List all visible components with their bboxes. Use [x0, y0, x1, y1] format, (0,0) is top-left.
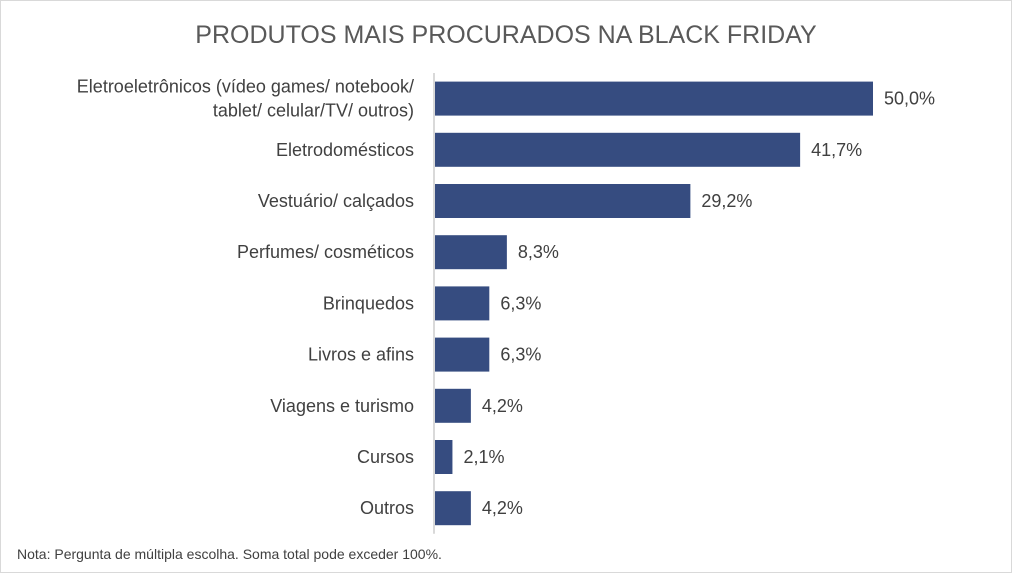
- data-label: 6,3%: [500, 293, 541, 313]
- bar: [434, 132, 801, 167]
- category-label: Eletrodomésticos: [276, 140, 414, 160]
- category-label: Viagens e turismo: [270, 396, 414, 416]
- category-label: Eletroeletrônicos (vídeo games/ notebook…: [77, 77, 414, 97]
- category-label: Outros: [360, 498, 414, 518]
- data-label: 50,0%: [884, 89, 935, 109]
- bar: [434, 491, 471, 526]
- chart-note: Nota: Pergunta de múltipla escolha. Soma…: [17, 546, 442, 562]
- bar: [434, 286, 490, 321]
- data-label: 41,7%: [811, 140, 862, 160]
- bar: [434, 388, 471, 423]
- category-label: Cursos: [357, 447, 414, 467]
- data-label: 6,3%: [500, 345, 541, 365]
- category-label: tablet/ celular/TV/ outros): [213, 101, 414, 121]
- bar: [434, 440, 453, 474]
- data-label: 4,2%: [482, 396, 523, 416]
- category-label: Brinquedos: [323, 293, 414, 313]
- chart-title: PRODUTOS MAIS PROCURADOS NA BLACK FRIDAY: [195, 21, 817, 49]
- category-label: Vestuário/ calçados: [258, 191, 414, 211]
- data-label: 2,1%: [463, 447, 504, 467]
- data-label: 8,3%: [518, 242, 559, 262]
- bar: [434, 81, 873, 116]
- category-label: Perfumes/ cosméticos: [237, 242, 414, 262]
- bar: [434, 184, 691, 218]
- category-label: Livros e afins: [308, 345, 414, 365]
- bar: [434, 235, 507, 270]
- data-label: 29,2%: [701, 191, 752, 211]
- bar: [434, 337, 490, 372]
- data-label: 4,2%: [482, 498, 523, 518]
